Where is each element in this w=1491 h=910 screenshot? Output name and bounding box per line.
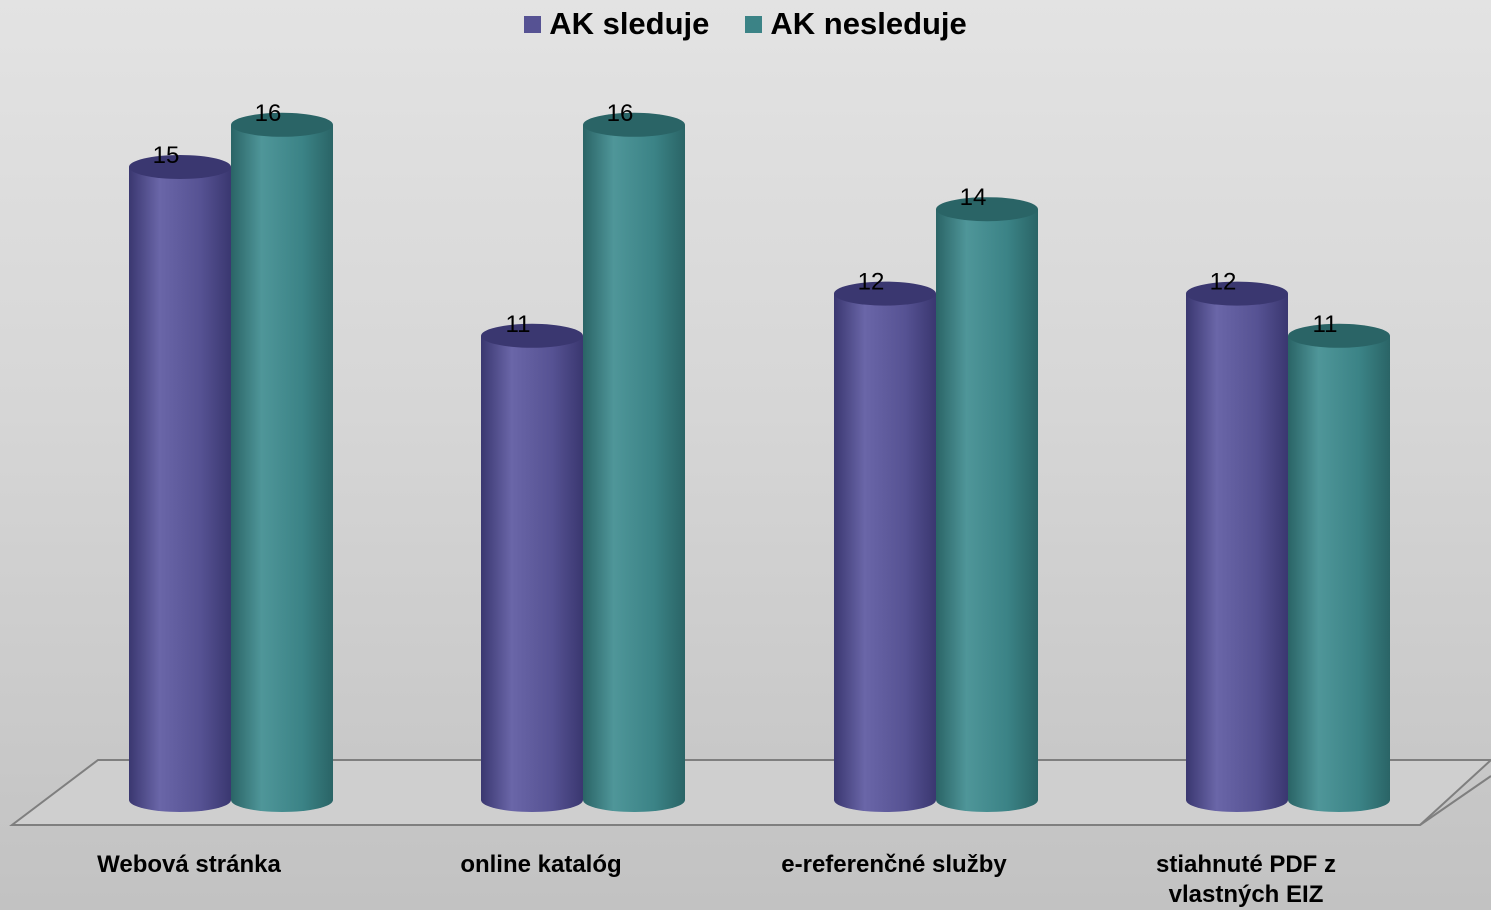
bar-ak-nesleduje-stiahnute-pdf-z-vlastnych-eiz [1288,323,1390,812]
bar-ak-nesleduje-webova-stranka-top [231,112,333,137]
bar-ak-sleduje-stiahnute-pdf-z-vlastnych-eiz-body [1186,293,1288,813]
data-label-ak-sleduje-online-katalog: 11 [506,311,531,338]
legend-label-ak-sleduje: AK sleduje [549,6,710,41]
bar-ak-sleduje-e-referencne-sluzby-body [834,293,936,813]
bar-ak-nesleduje-online-katalog-body [583,124,685,813]
data-label-ak-sleduje-stiahnute-pdf-z-vlastnych-eiz: 12 [1210,269,1237,296]
bar-ak-sleduje-webova-stranka-top [129,155,231,179]
bar-ak-nesleduje-e-referencne-sluzby-body [936,209,1038,812]
bar-ak-sleduje-online-katalog [481,323,583,812]
legend: AK sleduje AK nesleduje [0,6,1491,42]
bars-layer [129,112,1390,813]
bar-ak-nesleduje-stiahnute-pdf-z-vlastnych-eiz-body [1288,335,1390,812]
data-label-ak-sleduje-e-referencne-sluzby: 12 [858,269,885,296]
bar-ak-sleduje-stiahnute-pdf-z-vlastnych-eiz-top [1186,281,1288,306]
category-label-webova-stranka: Webová stránka [29,850,349,880]
legend-item-ak-nesleduje: AK nesleduje [745,6,967,42]
data-label-ak-nesleduje-online-katalog: 16 [607,100,634,127]
bar-ak-sleduje-online-katalog-body [481,335,583,812]
legend-swatch-ak-nesleduje [745,15,763,33]
legend-label-ak-nesleduje: AK nesleduje [770,6,967,41]
bar-ak-sleduje-e-referencne-sluzby [834,281,936,813]
bar-ak-sleduje-e-referencne-sluzby-top [834,281,936,306]
data-label-ak-nesleduje-e-referencne-sluzby: 14 [960,184,987,211]
category-label-line: online katalóg [460,851,622,878]
category-label-line: stiahnuté PDF z [1155,851,1336,878]
category-label-line: e-referenčné služby [781,851,1007,878]
category-label-online-katalog: online katalóg [381,850,701,880]
data-label-ak-sleduje-webova-stranka: 15 [153,142,180,169]
data-label-ak-nesleduje-webova-stranka: 16 [255,100,282,127]
bar-ak-sleduje-webova-stranka-body [129,167,231,812]
bar-ak-nesleduje-stiahnute-pdf-z-vlastnych-eiz-top [1288,323,1390,348]
data-labels-layer: 15 16 11 16 12 14 12 11 [153,100,1338,338]
category-label-e-referencne-sluzby: e-referenčné služby [734,850,1054,880]
legend-item-ak-sleduje: AK sleduje [524,6,709,42]
bar-ak-sleduje-webova-stranka [129,155,231,812]
bar-ak-sleduje-stiahnute-pdf-z-vlastnych-eiz [1186,281,1288,813]
bar-ak-nesleduje-webova-stranka [231,112,333,813]
bar-ak-nesleduje-online-katalog-top [583,112,685,137]
bar-ak-nesleduje-webova-stranka-body [231,124,333,813]
bar-ak-nesleduje-online-katalog [583,112,685,813]
category-label-stiahnute-pdf-z-vlastnych-eiz: stiahnuté PDF z vlastných EIZ [1086,850,1406,910]
data-label-ak-nesleduje-stiahnute-pdf-z-vlastnych-eiz: 11 [1313,311,1338,338]
bar-ak-nesleduje-e-referencne-sluzby [936,197,1038,812]
category-label-line: Webová stránka [97,851,281,878]
legend-swatch-ak-sleduje [524,15,542,33]
bar-ak-sleduje-online-katalog-top [481,323,583,348]
chart-floor-edge [1419,775,1491,826]
bar-ak-nesleduje-e-referencne-sluzby-top [936,197,1038,222]
category-label-line: vlastných EIZ [1168,881,1324,908]
